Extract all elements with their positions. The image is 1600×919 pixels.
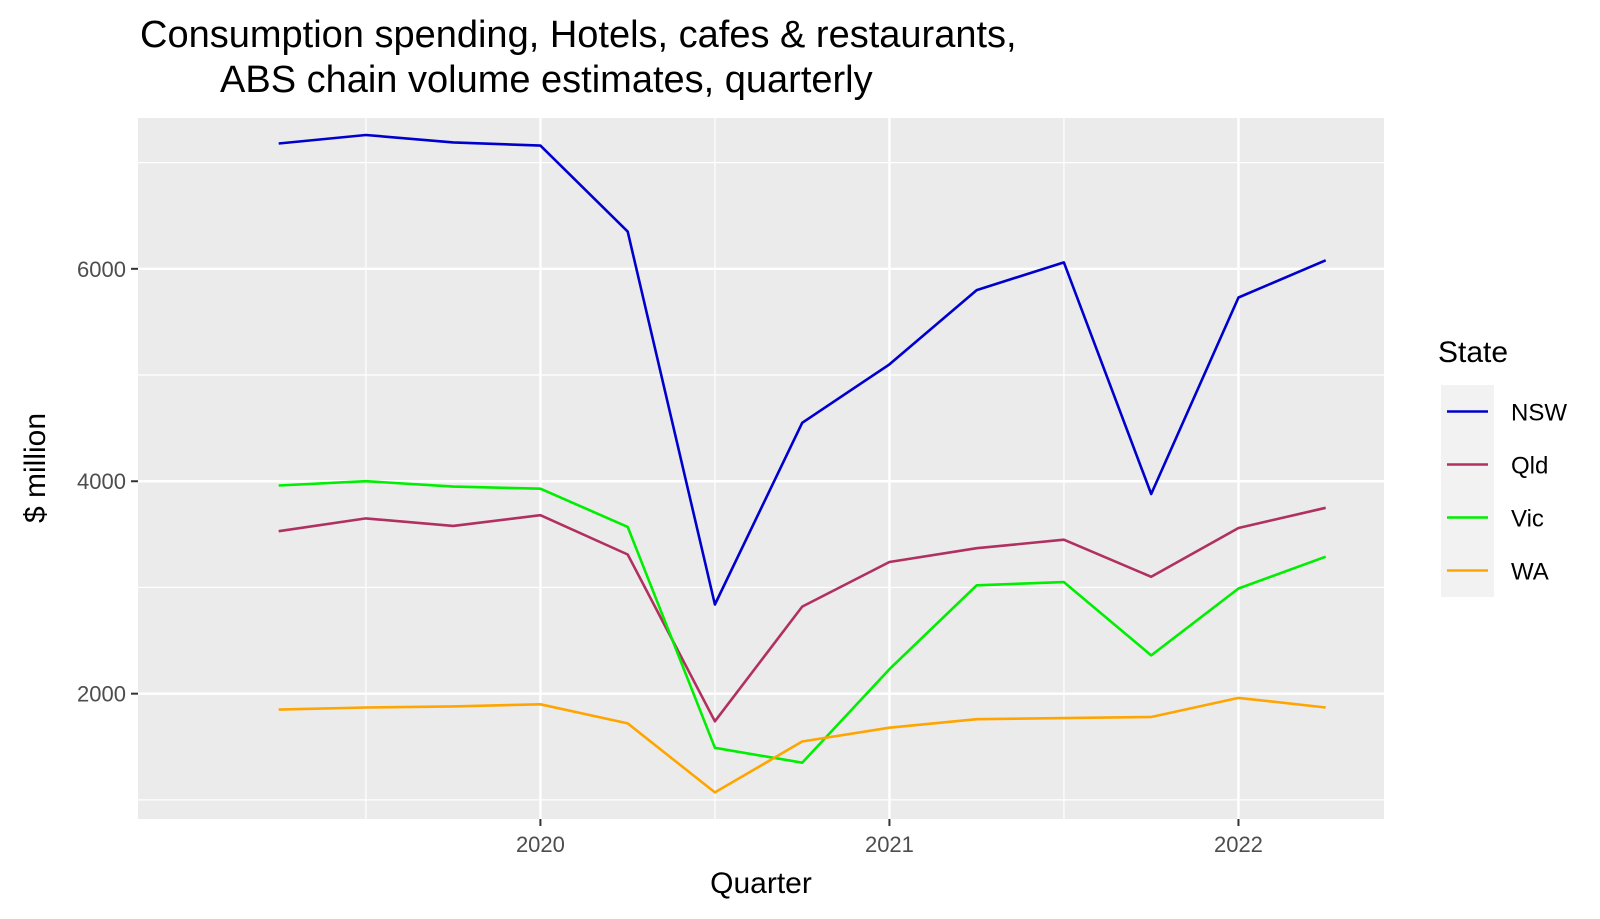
- chart-title-line-2: ABS chain volume estimates, quarterly: [220, 59, 873, 101]
- y-tick-label: 6000: [77, 257, 126, 282]
- x-tick-label: 2022: [1214, 832, 1263, 857]
- series-line-qld: [278, 506, 1326, 723]
- minor-gridlines: [138, 118, 1384, 819]
- legend-label-nsw: NSW: [1511, 400, 1567, 427]
- legend: State NSW Qld Vic WA: [1438, 336, 1567, 597]
- legend-label-wa: WA: [1511, 559, 1549, 586]
- y-axis-title: $ million: [19, 413, 52, 523]
- series-line-nsw: [278, 133, 1327, 606]
- y-axis: 2000 4000 6000: [77, 257, 138, 707]
- plot-panel: [138, 118, 1384, 819]
- series-lines: [278, 133, 1327, 794]
- legend-title: State: [1438, 336, 1508, 369]
- legend-items: NSW Qld Vic WA: [1441, 385, 1567, 597]
- y-tick-label: 4000: [77, 469, 126, 494]
- legend-label-vic: Vic: [1511, 506, 1544, 533]
- chart-title-line-1: Consumption spending, Hotels, cafes & re…: [140, 14, 1017, 56]
- x-axis: 2020 2021 2022: [516, 819, 1263, 857]
- x-axis-title: Quarter: [710, 867, 812, 900]
- y-tick-label: 2000: [77, 682, 126, 707]
- series-line-vic: [278, 479, 1327, 765]
- legend-label-qld: Qld: [1511, 453, 1548, 480]
- series-line-wa: [278, 696, 1326, 794]
- x-tick-label: 2020: [516, 832, 565, 857]
- x-tick-label: 2021: [865, 832, 914, 857]
- major-gridlines: [138, 118, 1384, 819]
